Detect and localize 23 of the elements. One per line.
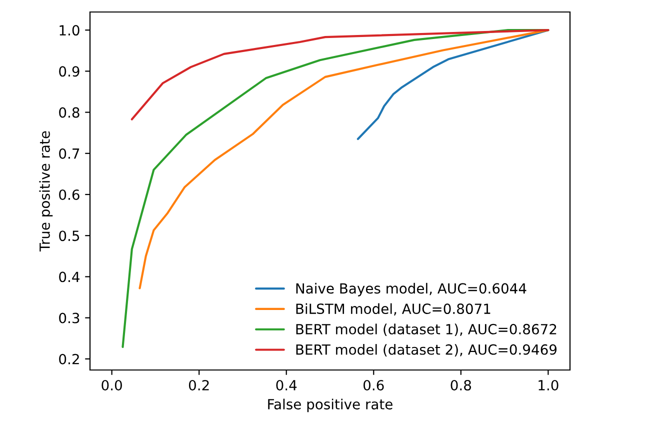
x-tick-label: 0.2	[188, 380, 209, 390]
y-tick-label: 0.3	[59, 312, 80, 324]
line-series	[130, 29, 550, 120]
y-tick-label: 0.9	[59, 66, 80, 77]
legend-label: BERT model (dataset 2), AUC=0.9469	[296, 344, 557, 356]
y-tick-label: 0.6	[59, 189, 80, 200]
y-tick-label: 0.2	[59, 354, 79, 364]
x-tick-label: 0.8	[450, 380, 472, 390]
x-tick-label: 0.4	[276, 380, 297, 390]
y-tick-label: 0.7	[59, 148, 80, 159]
y-tick-label: 0.5	[59, 230, 80, 242]
x-tick-label: 0.0	[102, 380, 122, 390]
y-axis-title: True positive rate	[39, 131, 53, 252]
legend-label: BiLSTM model, AUC=0.8071	[296, 303, 490, 316]
x-tick-label: 1.0	[538, 380, 558, 390]
y-tick-label: 1.0	[60, 25, 80, 36]
x-axis-title: False positive rate	[268, 398, 392, 412]
y-tick-label: 0.4	[59, 272, 80, 282]
legend-label: BERT model (dataset 1), AUC=0.8672	[296, 324, 556, 336]
legend-label: Naive Bayes model, AUC=0.6044	[296, 282, 526, 296]
line-series	[356, 29, 550, 140]
y-tick-label: 0.8	[59, 107, 80, 118]
x-tick-label: 0.6	[364, 380, 384, 390]
